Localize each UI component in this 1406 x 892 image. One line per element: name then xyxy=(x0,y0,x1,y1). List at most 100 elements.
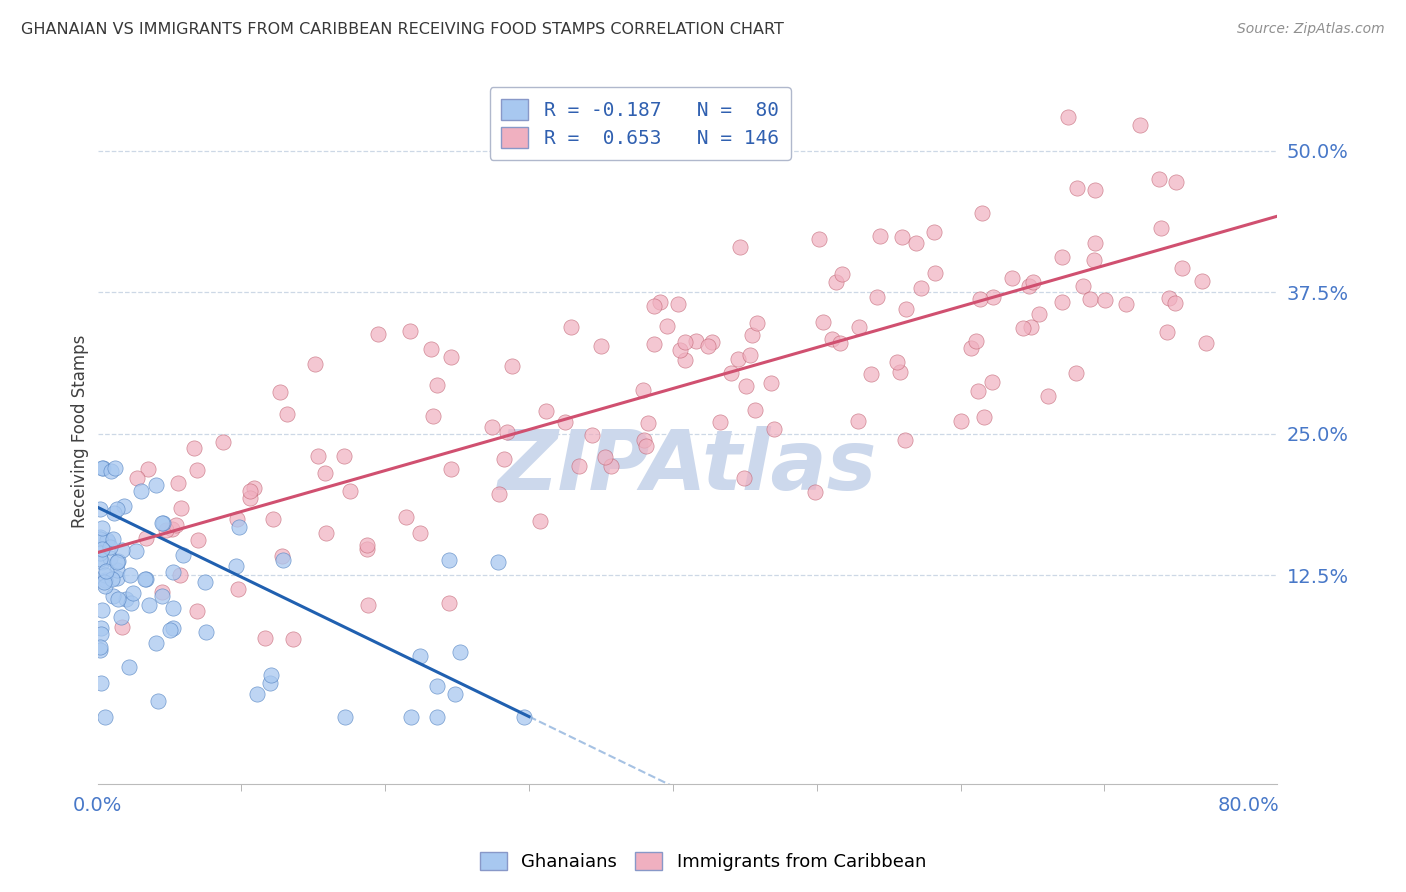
Point xyxy=(966,334,988,348)
Point xyxy=(94,709,117,723)
Point xyxy=(276,407,298,421)
Point xyxy=(437,596,460,610)
Point xyxy=(959,341,981,355)
Point xyxy=(135,572,157,586)
Y-axis label: Receiving Food Stamps: Receiving Food Stamps xyxy=(72,334,89,528)
Point xyxy=(271,549,294,564)
Point xyxy=(186,463,208,477)
Point xyxy=(685,334,707,349)
Point xyxy=(91,603,114,617)
Point xyxy=(409,526,432,541)
Point xyxy=(922,225,945,239)
Point xyxy=(1038,388,1060,402)
Point xyxy=(159,624,181,638)
Point xyxy=(165,518,187,533)
Point xyxy=(910,281,932,295)
Point xyxy=(1018,279,1040,293)
Point xyxy=(146,694,169,708)
Point xyxy=(860,367,883,381)
Point xyxy=(399,709,422,723)
Point xyxy=(262,511,284,525)
Point xyxy=(804,484,827,499)
Point xyxy=(226,582,249,597)
Point xyxy=(495,425,517,439)
Point xyxy=(183,442,205,456)
Point xyxy=(315,525,337,540)
Point xyxy=(356,541,378,556)
Point xyxy=(488,487,510,501)
Point xyxy=(828,335,851,350)
Point xyxy=(846,414,869,428)
Point xyxy=(307,449,329,463)
Point xyxy=(135,531,157,545)
Point xyxy=(568,458,591,473)
Point xyxy=(869,228,891,243)
Point xyxy=(281,632,304,647)
Point xyxy=(89,501,111,516)
Point xyxy=(1156,326,1178,340)
Point xyxy=(103,507,125,521)
Point xyxy=(1050,250,1073,264)
Point xyxy=(225,558,247,573)
Point xyxy=(228,520,250,534)
Point xyxy=(643,299,665,313)
Point xyxy=(643,337,665,351)
Point xyxy=(648,295,671,310)
Point xyxy=(727,352,749,367)
Point xyxy=(145,478,167,492)
Point xyxy=(269,385,291,400)
Point xyxy=(100,465,122,479)
Point xyxy=(314,466,336,480)
Point xyxy=(259,675,281,690)
Point xyxy=(633,434,655,448)
Point xyxy=(728,240,751,254)
Point xyxy=(673,352,696,367)
Point xyxy=(740,348,762,362)
Point xyxy=(90,627,112,641)
Point xyxy=(333,450,356,464)
Point xyxy=(675,335,697,350)
Point xyxy=(136,461,159,475)
Point xyxy=(983,290,1005,304)
Point xyxy=(105,501,128,516)
Point xyxy=(443,687,465,701)
Point xyxy=(94,573,117,587)
Point xyxy=(90,521,112,535)
Point xyxy=(1057,110,1080,124)
Point xyxy=(741,328,763,343)
Point xyxy=(94,565,117,579)
Point xyxy=(709,415,731,429)
Point xyxy=(89,552,111,566)
Point xyxy=(90,622,112,636)
Point xyxy=(271,553,294,567)
Point xyxy=(1078,293,1101,307)
Point xyxy=(1150,221,1173,235)
Point xyxy=(167,476,190,491)
Point xyxy=(744,403,766,417)
Point xyxy=(811,315,834,329)
Point xyxy=(891,229,914,244)
Point xyxy=(155,523,177,537)
Point xyxy=(866,290,889,304)
Point xyxy=(91,460,114,475)
Point xyxy=(1071,278,1094,293)
Point xyxy=(593,450,616,464)
Point xyxy=(1191,274,1213,288)
Point xyxy=(93,575,115,590)
Point xyxy=(105,555,128,569)
Point xyxy=(399,325,422,339)
Point xyxy=(1084,183,1107,197)
Text: GHANAIAN VS IMMIGRANTS FROM CARIBBEAN RECEIVING FOOD STAMPS CORRELATION CHART: GHANAIAN VS IMMIGRANTS FROM CARIBBEAN RE… xyxy=(21,22,785,37)
Point xyxy=(1164,296,1187,310)
Point xyxy=(481,420,503,434)
Point xyxy=(212,435,235,450)
Point xyxy=(129,483,152,498)
Point xyxy=(98,550,121,565)
Point xyxy=(904,236,927,251)
Point xyxy=(162,565,184,579)
Point xyxy=(1028,307,1050,321)
Point xyxy=(808,232,831,246)
Point xyxy=(187,533,209,547)
Point xyxy=(103,533,125,547)
Point xyxy=(894,302,917,317)
